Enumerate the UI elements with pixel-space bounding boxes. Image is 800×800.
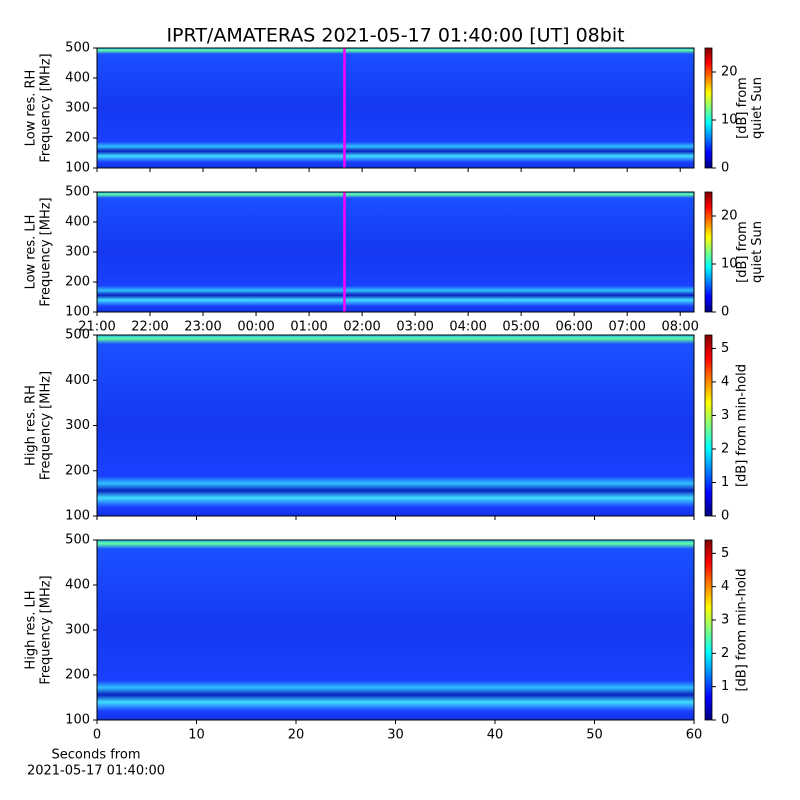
y-tick-label: 100 — [65, 161, 90, 176]
x-tick-label: 22:00 — [131, 320, 168, 335]
colorbar-label: [dB] from — [735, 77, 750, 139]
colorbar — [704, 334, 713, 517]
x-tick-label: 0 — [93, 728, 101, 743]
y-axis-label: Frequency [MHz] — [39, 197, 54, 306]
y-tick-label: 300 — [65, 245, 90, 260]
colorbar — [704, 191, 713, 313]
y-tick-label: 400 — [65, 578, 90, 593]
colorbar-label: [dB] from — [735, 221, 750, 283]
x-tick-label: 40 — [487, 728, 504, 743]
colorbar-tick-label: 5 — [721, 546, 729, 561]
colorbar-tick-label: 10 — [721, 257, 738, 272]
colorbar-tick-label: 5 — [721, 341, 729, 356]
y-tick-label: 100 — [65, 509, 90, 524]
colorbar-tick-label: 4 — [721, 579, 729, 594]
y-axis-label: High res. LH — [24, 590, 39, 669]
y-tick-label: 300 — [65, 418, 90, 433]
x-tick-label: 23:00 — [184, 320, 221, 335]
x-tick-label: 05:00 — [502, 320, 539, 335]
y-tick-label: 500 — [65, 328, 90, 343]
colorbar-tick-label: 0 — [721, 713, 729, 728]
x-tick-label: 02:00 — [343, 320, 380, 335]
chart-title: IPRT/AMATERAS 2021-05-17 01:40:00 [UT] 0… — [166, 25, 624, 47]
y-tick-label: 300 — [65, 101, 90, 116]
colorbar — [704, 539, 713, 721]
y-tick-label: 500 — [65, 185, 90, 200]
colorbar-tick-label: 20 — [721, 209, 738, 224]
colorbar-tick-label: 4 — [721, 374, 729, 389]
spectrogram-image — [97, 192, 694, 312]
colorbar-tick-label: 1 — [721, 679, 729, 694]
colorbar-label: quiet Sun — [750, 221, 765, 283]
x-tick-label: 06:00 — [555, 320, 592, 335]
spectrogram-image — [97, 48, 694, 168]
y-tick-label: 100 — [65, 713, 90, 728]
x-tick-label: 21:00 — [78, 320, 115, 335]
y-tick-label: 200 — [65, 668, 90, 683]
x-axis-label: 2021-05-17 01:40:00 — [27, 764, 165, 779]
spectrogram-image — [97, 335, 694, 516]
y-tick-label: 300 — [65, 623, 90, 638]
y-axis-label: High res. RH — [24, 385, 39, 466]
y-tick-label: 200 — [65, 131, 90, 146]
y-axis-label: Low res. LH — [24, 215, 39, 290]
x-tick-label: 50 — [586, 728, 603, 743]
colorbar-tick-label: 3 — [721, 408, 729, 423]
y-tick-label: 400 — [65, 215, 90, 230]
x-tick-label: 10 — [188, 728, 205, 743]
colorbar-tick-label: 20 — [721, 65, 738, 80]
x-tick-label: 60 — [686, 728, 703, 743]
colorbar-label: quiet Sun — [750, 77, 765, 139]
y-axis-label: Low res. RH — [24, 70, 39, 147]
colorbar — [704, 47, 713, 169]
spectrogram-image — [97, 540, 694, 720]
y-tick-label: 400 — [65, 71, 90, 86]
colorbar-tick-label: 0 — [721, 509, 729, 524]
y-tick-label: 100 — [65, 305, 90, 320]
x-tick-label: 08:00 — [661, 320, 698, 335]
colorbar-tick-label: 2 — [721, 646, 729, 661]
y-tick-label: 200 — [65, 275, 90, 290]
y-axis-label: Frequency [MHz] — [39, 53, 54, 162]
y-axis-label: Frequency [MHz] — [39, 575, 54, 684]
colorbar-tick-label: 10 — [721, 113, 738, 128]
x-tick-label: 04:00 — [449, 320, 486, 335]
x-axis-label: Seconds from — [51, 748, 140, 763]
colorbar-label: [dB] from min-hold — [735, 364, 750, 487]
y-tick-label: 500 — [65, 41, 90, 56]
x-tick-label: 03:00 — [396, 320, 433, 335]
y-tick-label: 400 — [65, 373, 90, 388]
colorbar-tick-label: 2 — [721, 441, 729, 456]
y-tick-label: 500 — [65, 533, 90, 548]
x-tick-label: 20 — [288, 728, 305, 743]
colorbar-tick-label: 3 — [721, 613, 729, 628]
colorbar-tick-label: 0 — [721, 305, 729, 320]
x-tick-label: 00:00 — [237, 320, 274, 335]
y-tick-label: 200 — [65, 463, 90, 478]
colorbar-tick-label: 1 — [721, 475, 729, 490]
y-axis-label: Frequency [MHz] — [39, 371, 54, 480]
x-tick-label: 30 — [387, 728, 404, 743]
colorbar-label: [dB] from min-hold — [735, 568, 750, 691]
colorbar-tick-label: 0 — [721, 161, 729, 176]
x-tick-label: 01:00 — [290, 320, 327, 335]
x-tick-label: 07:00 — [608, 320, 645, 335]
